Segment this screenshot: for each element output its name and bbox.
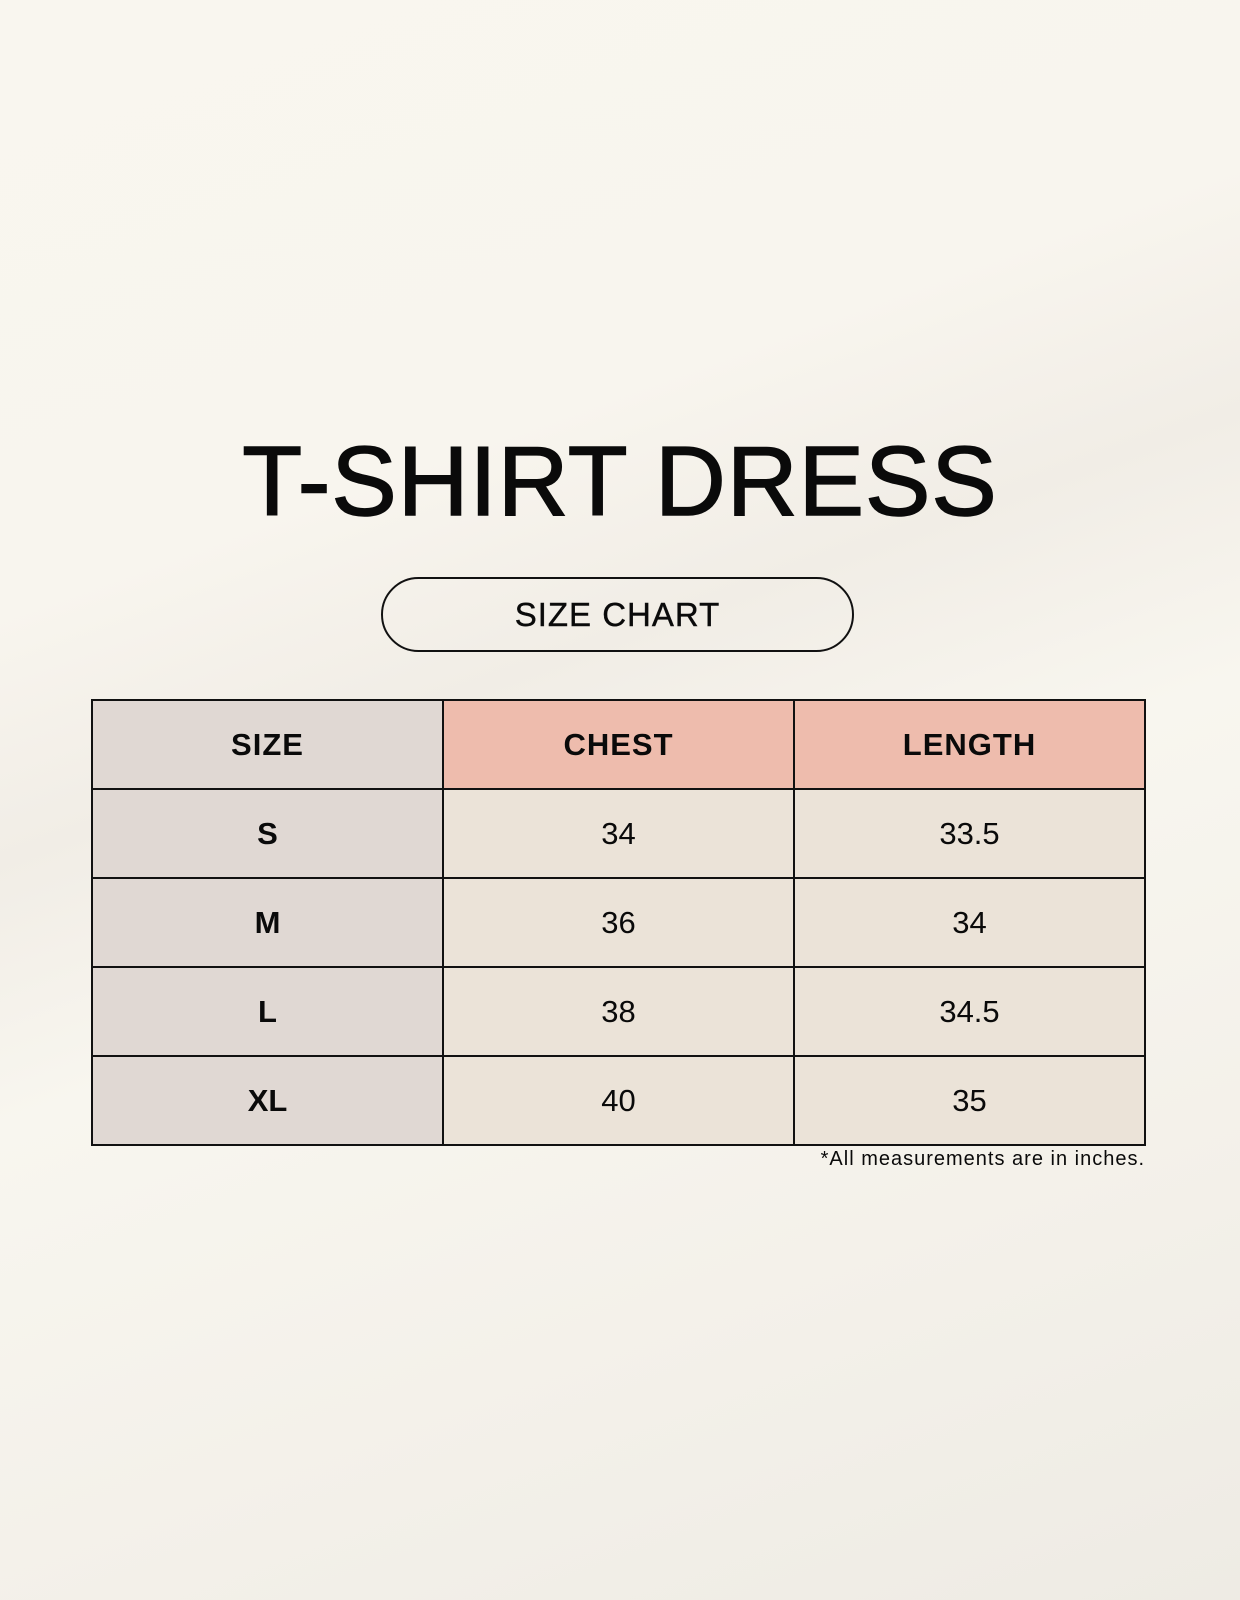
header-size: SIZE bbox=[91, 699, 444, 790]
footnote: *All measurements are in inches. bbox=[820, 1148, 1145, 1170]
size-cell: M bbox=[91, 877, 444, 968]
table-row: S 34 33.5 bbox=[91, 788, 1146, 879]
length-cell: 35 bbox=[793, 1055, 1146, 1146]
chest-cell: 36 bbox=[442, 877, 795, 968]
length-cell: 33.5 bbox=[793, 788, 1146, 879]
table-row: XL 40 35 bbox=[91, 1055, 1146, 1146]
size-cell: XL bbox=[91, 1055, 444, 1146]
length-cell: 34.5 bbox=[793, 966, 1146, 1057]
chest-cell: 34 bbox=[442, 788, 795, 879]
size-chart-label: SIZE CHART bbox=[381, 577, 854, 652]
header-chest: CHEST bbox=[442, 699, 795, 790]
size-table: SIZE CHEST LENGTH S 34 33.5 M 36 34 L 38… bbox=[91, 699, 1146, 1146]
length-cell: 34 bbox=[793, 877, 1146, 968]
table-header-row: SIZE CHEST LENGTH bbox=[91, 699, 1146, 790]
size-cell: S bbox=[91, 788, 444, 879]
header-length: LENGTH bbox=[793, 699, 1146, 790]
table-row: M 36 34 bbox=[91, 877, 1146, 968]
size-cell: L bbox=[91, 966, 444, 1057]
chest-cell: 38 bbox=[442, 966, 795, 1057]
table-row: L 38 34.5 bbox=[91, 966, 1146, 1057]
page-title: T-SHIRT DRESS bbox=[242, 425, 998, 537]
chest-cell: 40 bbox=[442, 1055, 795, 1146]
